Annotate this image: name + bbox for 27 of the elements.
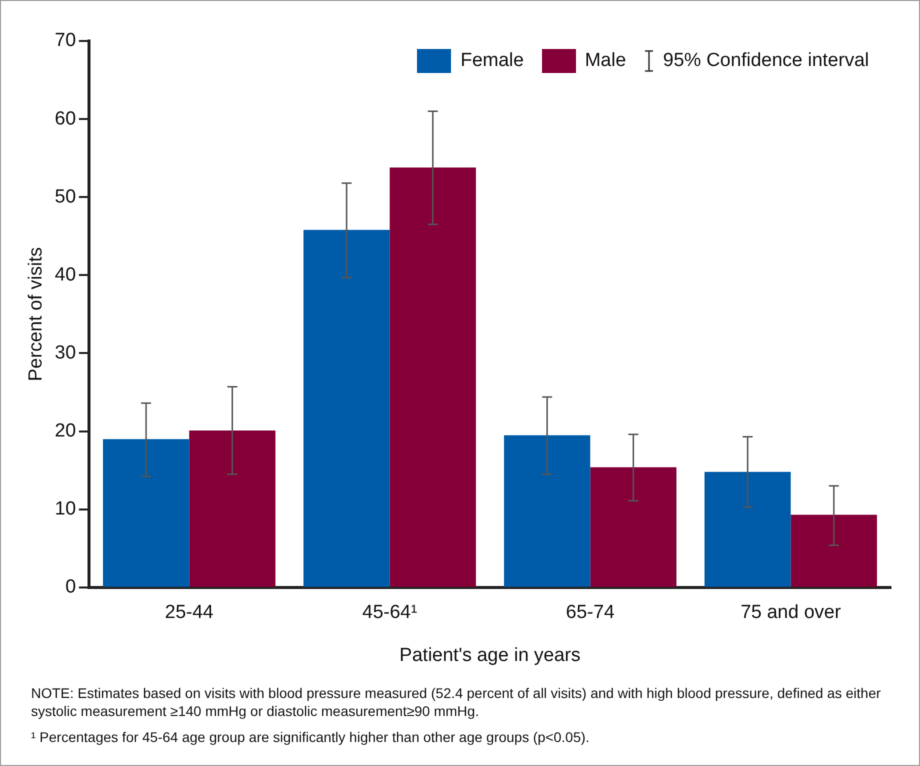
y-tick-label: 70	[54, 30, 76, 52]
y-tick-label: 60	[54, 108, 76, 130]
x-tick-label: 65-74	[566, 602, 615, 624]
x-tick-label: 45-64¹	[362, 602, 418, 624]
bar	[704, 472, 791, 587]
bar	[590, 467, 676, 587]
text: NOTE: Estimates based on visits with blood pressure measured (52.4 percent of all visits) and with high blood pressure, defined as either systolic measurement ≥140 mmHg or diastolic measurement≥90 mmHg.	[31, 684, 882, 720]
bar	[303, 230, 390, 587]
bar	[102, 439, 190, 587]
y-tick-label: 30	[54, 342, 76, 364]
y-tick-label: 40	[54, 264, 76, 286]
y-tick-label: 0	[65, 576, 76, 598]
bar	[790, 514, 877, 587]
annotation: 95% Confidence interval	[663, 50, 869, 72]
bar	[504, 435, 590, 587]
x-axis-title: Patient's age in years	[399, 644, 581, 666]
bar	[189, 430, 276, 587]
legend-label: Female	[460, 50, 524, 72]
y-tick-label: 50	[54, 186, 76, 208]
text: ¹ Percentages for 45-64 age group are significantly higher than other age groups (p<0.05).	[31, 728, 590, 746]
x-tick-label: 25-44	[164, 602, 214, 624]
x-tick-label: 75 and over	[740, 602, 842, 624]
y-tick-label: 10	[54, 498, 76, 520]
legend-label: Male	[584, 50, 626, 72]
y-axis-title: Percent of visits	[26, 247, 47, 382]
bar	[390, 167, 476, 587]
y-tick-label: 20	[54, 420, 76, 442]
